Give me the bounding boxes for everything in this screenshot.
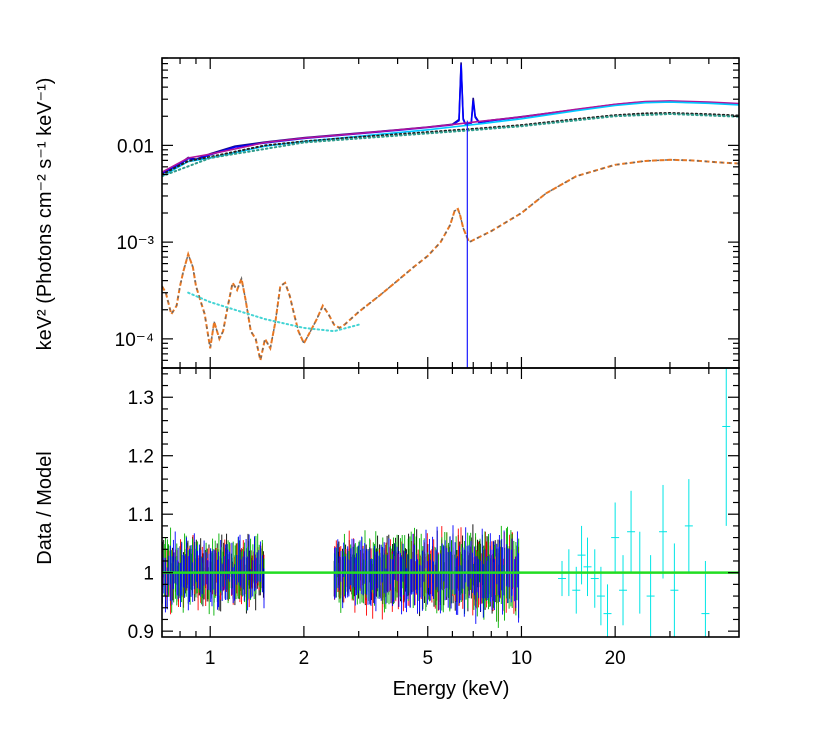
- spectrum-line-7: [187, 291, 360, 333]
- bottom-y-tick-label-0: 0.9: [128, 622, 154, 643]
- spectrum-line-5: [162, 112, 739, 178]
- top-y-tick-label-2: 10⁻⁴: [115, 330, 154, 351]
- x-tick-label-4: 20: [605, 648, 626, 669]
- x-tick-label-0: 1: [205, 648, 216, 669]
- top-y-axis-title: keV² (Photons cm⁻² s⁻¹ keV⁻¹): [34, 78, 56, 351]
- x-tick-label-2: 5: [422, 648, 433, 669]
- bottom-y-tick-label-1: 1: [143, 564, 154, 585]
- bottom-y-axis-title: Data / Model: [34, 451, 56, 564]
- top-y-tick-label-0: 0.01: [117, 136, 154, 157]
- top-y-tick-label-1: 10⁻³: [117, 233, 155, 254]
- spectrum-series-group: [162, 62, 739, 368]
- axes-group: [161, 57, 740, 638]
- bottom-y-tick-label-2: 1.1: [128, 505, 154, 526]
- bottom-y-tick-label-4: 1.3: [128, 388, 154, 409]
- labels-group: Energy (keV) keV² (Photons cm⁻² s⁻¹ keV⁻…: [34, 78, 626, 700]
- x-tick-label-1: 2: [299, 648, 310, 669]
- ratio-series-group: [162, 368, 739, 637]
- x-axis-title: Energy (keV): [393, 678, 510, 700]
- spectrum-line-6-dots: [162, 159, 739, 361]
- spectrum-line-4: [162, 111, 739, 176]
- bottom-y-tick-label-3: 1.2: [128, 447, 154, 468]
- x-tick-label-3: 10: [511, 648, 532, 669]
